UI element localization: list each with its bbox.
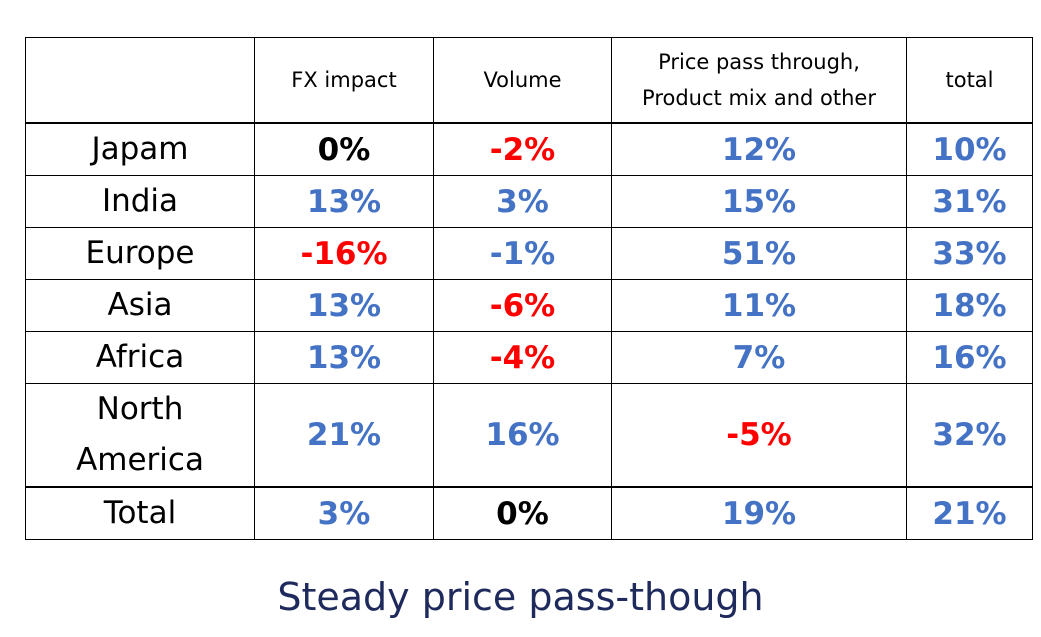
fx-cell: -16% — [254, 227, 434, 280]
header-corner — [25, 37, 255, 124]
slide-caption: Steady price pass-though — [277, 575, 764, 619]
header-row: FX impact Volume Price pass through, Pro… — [25, 37, 1033, 124]
total-cell: 16% — [906, 331, 1033, 384]
volume-cell: 3% — [433, 175, 612, 228]
header-volume: Volume — [433, 37, 612, 124]
total-row: Total 3% 0% 19% 21% — [25, 486, 1033, 540]
total-cell: 33% — [906, 227, 1033, 280]
region-cell: Africa — [25, 331, 255, 384]
header-total: total — [906, 37, 1033, 124]
header-price-pass-through: Price pass through, Product mix and othe… — [611, 37, 907, 124]
region-cell: North America — [25, 383, 255, 488]
total-cell: 31% — [906, 175, 1033, 228]
volume-cell: -4% — [433, 331, 612, 384]
fx-cell: 13% — [254, 175, 434, 228]
table-row: Japam 0% -2% 12% 10% — [25, 122, 1033, 176]
fx-cell: 13% — [254, 279, 434, 332]
fx-cell: 13% — [254, 331, 434, 384]
region-cell: Asia — [25, 279, 255, 332]
price-cell: 15% — [611, 175, 907, 228]
total-cell: 10% — [906, 122, 1033, 176]
region-cell: Japam — [25, 122, 255, 176]
price-cell: 11% — [611, 279, 907, 332]
volume-cell: -6% — [433, 279, 612, 332]
price-cell: 19% — [611, 486, 907, 540]
volume-cell: 0% — [433, 486, 612, 540]
table-row: Asia 13% -6% 11% 18% — [25, 279, 1033, 332]
total-cell: 21% — [906, 486, 1033, 540]
table-row: Africa 13% -4% 7% 16% — [25, 331, 1033, 384]
fx-cell: 3% — [254, 486, 434, 540]
price-cell: -5% — [611, 383, 907, 488]
region-cell: Europe — [25, 227, 255, 280]
region-cell: India — [25, 175, 255, 228]
table-row: India 13% 3% 15% 31% — [25, 175, 1033, 228]
fx-cell: 0% — [254, 122, 434, 176]
price-cell: 12% — [611, 122, 907, 176]
impact-table: FX impact Volume Price pass through, Pro… — [25, 37, 1033, 540]
region-cell: Total — [25, 486, 255, 540]
table-row: North America 21% 16% -5% 32% — [25, 383, 1033, 488]
price-cell: 51% — [611, 227, 907, 280]
volume-cell: -2% — [433, 122, 612, 176]
volume-cell: 16% — [433, 383, 612, 488]
header-fx-impact: FX impact — [254, 37, 434, 124]
price-cell: 7% — [611, 331, 907, 384]
table-row: Europe -16% -1% 51% 33% — [25, 227, 1033, 280]
total-cell: 18% — [906, 279, 1033, 332]
fx-cell: 21% — [254, 383, 434, 488]
volume-cell: -1% — [433, 227, 612, 280]
total-cell: 32% — [906, 383, 1033, 488]
